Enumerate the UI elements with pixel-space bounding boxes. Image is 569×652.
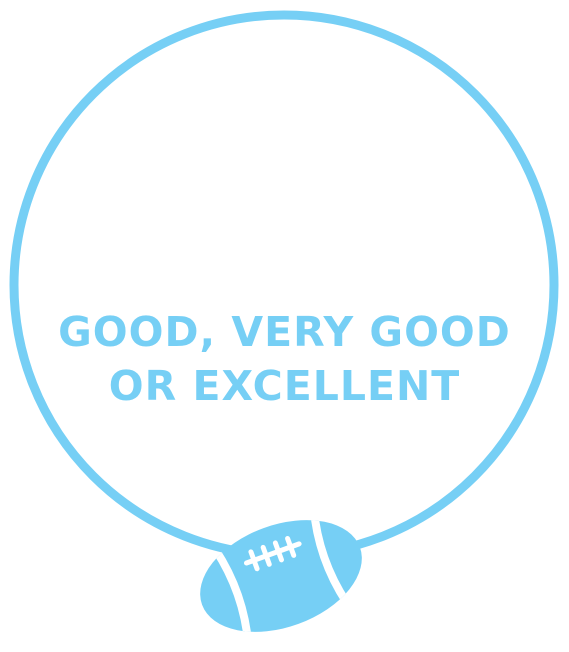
caption-line-1: GOOD, VERY GOOD (58, 308, 511, 356)
caption-line-2: OR EXCELLENT (108, 362, 461, 410)
rating-caption: GOOD, VERY GOOD OR EXCELLENT (0, 305, 569, 413)
football-icon (200, 500, 362, 652)
circle-ring-icon (9, 10, 559, 560)
